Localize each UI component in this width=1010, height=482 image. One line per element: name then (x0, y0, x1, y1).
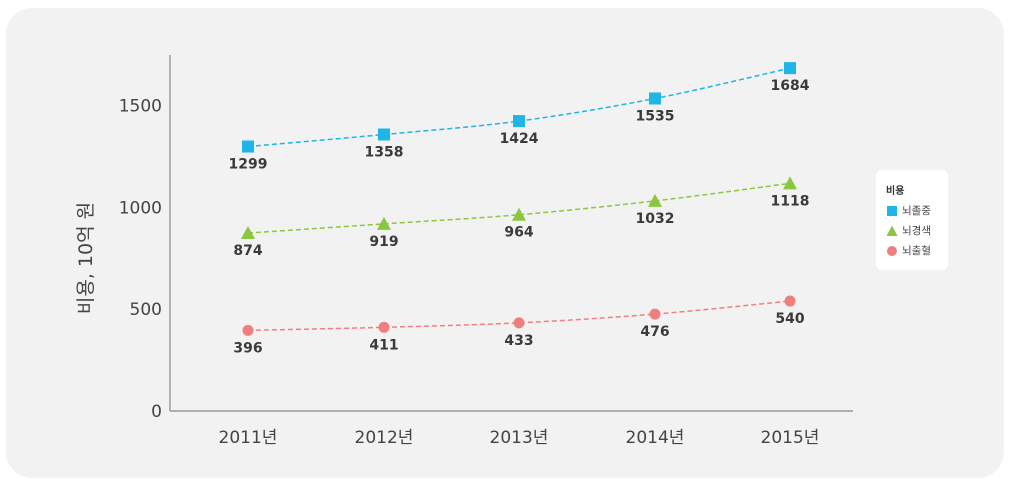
x-tick-label: 2015년 (761, 428, 820, 448)
square-marker (513, 115, 525, 128)
series-lines (247, 67, 791, 332)
x-tick-label: 2013년 (490, 428, 549, 448)
triangle-marker (648, 193, 662, 207)
y-tick-label: 0 (151, 402, 162, 422)
data-label: 411 (369, 337, 398, 353)
circle-marker (784, 295, 796, 307)
circle-marker (378, 321, 390, 333)
data-label: 874 (233, 243, 262, 259)
triangle-marker (512, 207, 526, 221)
legend-label: 뇌경색 (902, 225, 931, 237)
data-label: 1299 (229, 157, 268, 173)
x-tick-labels: 2011년 2012년 2013년 2014년 2015년 (219, 428, 820, 448)
data-label: 433 (504, 333, 533, 349)
legend: 비용 뇌졸중 뇌경색 뇌출혈 (876, 170, 948, 270)
legend-item-stroke: 뇌졸중 (886, 204, 946, 218)
legend-item-infarction: 뇌경색 (886, 224, 946, 238)
axes (169, 55, 853, 412)
square-marker (784, 62, 796, 75)
y-tick-label: 500 (130, 300, 162, 320)
square-marker (649, 92, 661, 105)
triangle-marker (783, 176, 797, 190)
series-markers (241, 62, 797, 336)
x-tick-label: 2011년 (219, 428, 278, 448)
circle-marker (649, 308, 661, 320)
data-label: 919 (369, 234, 398, 250)
legend-label: 뇌졸중 (902, 205, 931, 217)
data-label: 540 (775, 311, 804, 327)
circle-marker (242, 324, 254, 336)
data-labels: 1299 1358 1424 1535 1684 874 919 964 1032 1118 396… (229, 78, 810, 356)
y-axis-label: 비용, 10억 원 (75, 202, 97, 314)
series-line (247, 300, 791, 332)
circle-marker (513, 317, 525, 329)
legend-label: 뇌출혈 (902, 245, 931, 257)
y-tick-labels: 0 500 1000 1500 (119, 97, 162, 422)
x-tick-label: 2014년 (626, 428, 685, 448)
triangle-marker (241, 226, 255, 240)
data-label: 396 (233, 340, 262, 356)
data-label: 1424 (500, 131, 539, 147)
legend-item-hemorrhage: 뇌출혈 (886, 244, 946, 258)
x-tick-label: 2012년 (355, 428, 414, 448)
data-label: 1684 (771, 78, 810, 94)
legend-title: 비용 (886, 186, 905, 197)
circle-marker-icon (887, 246, 897, 256)
triangle-marker-icon (886, 225, 898, 236)
square-marker (378, 128, 390, 141)
square-marker-icon (887, 206, 897, 216)
series-line (247, 182, 791, 234)
data-label: 964 (504, 225, 533, 241)
y-tick-label: 1500 (119, 97, 162, 117)
data-label: 1535 (636, 108, 675, 124)
y-tick-label: 1000 (119, 198, 162, 218)
triangle-marker (377, 216, 391, 230)
data-label: 1118 (771, 193, 810, 209)
data-label: 1032 (636, 211, 675, 227)
data-label: 1358 (365, 145, 404, 161)
square-marker (242, 140, 254, 153)
data-label: 476 (640, 324, 669, 340)
chart-panel (6, 8, 1004, 478)
